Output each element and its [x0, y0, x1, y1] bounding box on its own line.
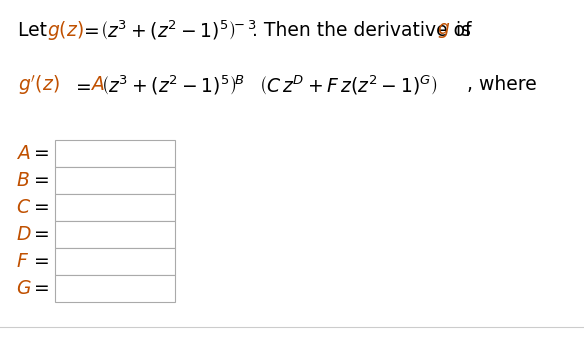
Text: is: is [450, 20, 471, 39]
Text: =: = [34, 171, 50, 190]
Text: $A$: $A$ [90, 75, 105, 95]
Bar [55, 167, 175, 194]
Text: $g$: $g$ [437, 20, 450, 39]
Text: $F$: $F$ [16, 252, 29, 271]
Text: $B$: $B$ [16, 171, 30, 190]
Text: $=$: $=$ [80, 20, 99, 39]
Text: $G$: $G$ [16, 279, 32, 298]
Text: . Then the derivative of: . Then the derivative of [252, 20, 478, 39]
Bar [55, 221, 175, 248]
Text: Let: Let [18, 20, 53, 39]
Text: $=$: $=$ [72, 75, 92, 95]
Text: $\!\left(z^3 + (z^2 - 1)^5\right)^{\!B}$: $\!\left(z^3 + (z^2 - 1)^5\right)^{\!B}$ [103, 73, 245, 97]
Bar [55, 140, 175, 167]
Bar [55, 275, 175, 302]
Text: $\left(z^3 + (z^2 - 1)^5\right)^{\!\!-3}$: $\left(z^3 + (z^2 - 1)^5\right)^{\!\!-3}… [100, 18, 256, 42]
Bar [55, 194, 175, 221]
Text: =: = [34, 198, 50, 217]
Text: =: = [34, 252, 50, 271]
Text: $g(z)$: $g(z)$ [47, 18, 84, 41]
Text: , where: , where [467, 75, 537, 95]
Text: $D$: $D$ [16, 225, 32, 244]
Text: $C$: $C$ [16, 198, 31, 217]
Text: =: = [34, 144, 50, 163]
Bar [55, 248, 175, 275]
Text: =: = [34, 225, 50, 244]
Text: $g'(z)$: $g'(z)$ [18, 73, 60, 97]
Text: $\!\left(C\,z^D + F\,z(z^2 - 1)^G\right)$: $\!\left(C\,z^D + F\,z(z^2 - 1)^G\right)… [261, 73, 437, 97]
Text: =: = [34, 279, 50, 298]
Text: $A$: $A$ [16, 144, 30, 163]
